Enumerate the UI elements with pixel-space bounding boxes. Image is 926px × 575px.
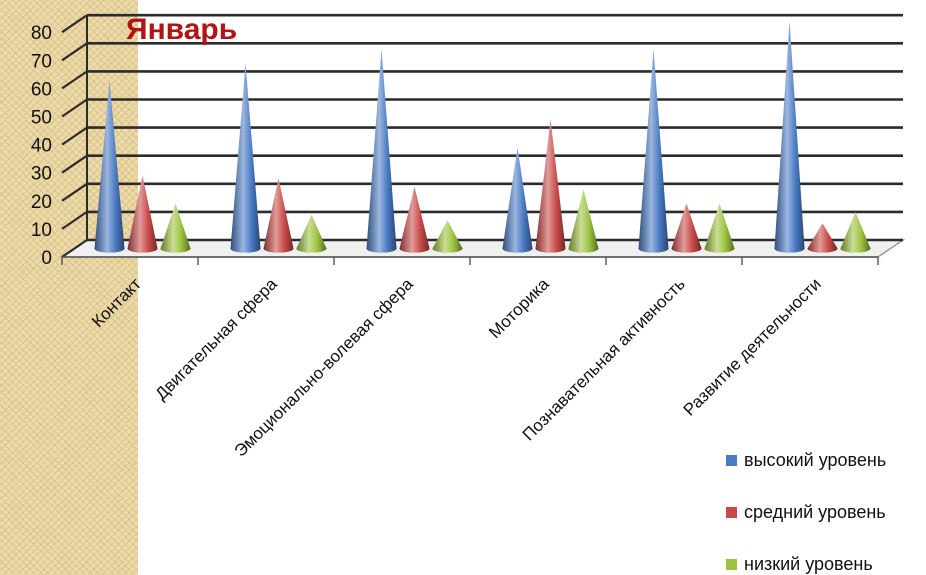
cone-high-2	[366, 48, 397, 253]
gridline-depth	[61, 42, 88, 62]
gridline-depth	[61, 154, 88, 174]
cone-medium-5	[807, 223, 838, 253]
cone-low-1	[296, 214, 327, 253]
y-tick-label: 10	[31, 220, 52, 241]
legend-swatch	[726, 559, 737, 570]
cone-medium-2	[399, 186, 430, 253]
gridline-depth	[61, 239, 88, 258]
cone-low-2	[432, 220, 463, 253]
gridline-depth	[61, 126, 88, 146]
y-axis-ticks: 0 10 20 30 40 50 60 70 80	[31, 23, 52, 269]
x-axis	[61, 256, 879, 265]
decorative-background-strip	[0, 0, 138, 575]
y-tick-label: 60	[31, 79, 52, 100]
category-label: Двигательная сфера	[152, 274, 282, 404]
cone-low-5	[840, 211, 871, 253]
y-tick-label: 40	[31, 136, 52, 157]
cone-medium-3	[535, 119, 566, 253]
category-label: Моторика	[485, 274, 553, 342]
y-tick-label: 30	[31, 164, 52, 185]
legend: высокий уровень средний уровень низкий уро…	[726, 450, 886, 574]
cone-low-3	[568, 189, 599, 253]
cone-medium-4	[671, 203, 702, 253]
cone-low-0	[160, 203, 191, 253]
legend-swatch	[726, 455, 737, 466]
cone-high-1	[230, 63, 261, 253]
cone-low-4	[704, 203, 735, 253]
legend-label: низкий уровень	[744, 554, 873, 574]
legend-label: высокий уровень	[744, 450, 886, 470]
category-label: Познавательная активность	[519, 274, 689, 444]
gridline-depth	[61, 14, 88, 34]
y-tick-label: 0	[41, 248, 52, 269]
cones	[94, 20, 871, 253]
legend-swatch	[726, 507, 737, 518]
gridline-depth	[61, 70, 88, 90]
gridline-depth	[61, 210, 88, 230]
y-tick-label: 80	[31, 23, 52, 44]
category-labels: Контакт Двигательная сфераЭмоционально-во…	[88, 274, 825, 461]
chart-title: Январь	[126, 13, 237, 46]
cone-medium-1	[263, 178, 294, 253]
legend-label: средний уровень	[744, 502, 886, 522]
cone-high-0	[94, 79, 125, 253]
y-tick-label: 70	[31, 51, 52, 72]
y-tick-label: 50	[31, 108, 52, 129]
cone-medium-0	[127, 175, 158, 253]
category-label: Контакт	[88, 274, 145, 331]
gridline-depth	[61, 98, 88, 118]
cone-high-3	[502, 147, 533, 253]
gridlines	[61, 13, 903, 258]
category-label: Развитие деятельности	[680, 274, 825, 419]
gridline-depth	[61, 182, 88, 202]
cone-high-5	[774, 20, 805, 253]
cone-high-4	[638, 48, 669, 253]
y-tick-label: 20	[31, 192, 52, 213]
